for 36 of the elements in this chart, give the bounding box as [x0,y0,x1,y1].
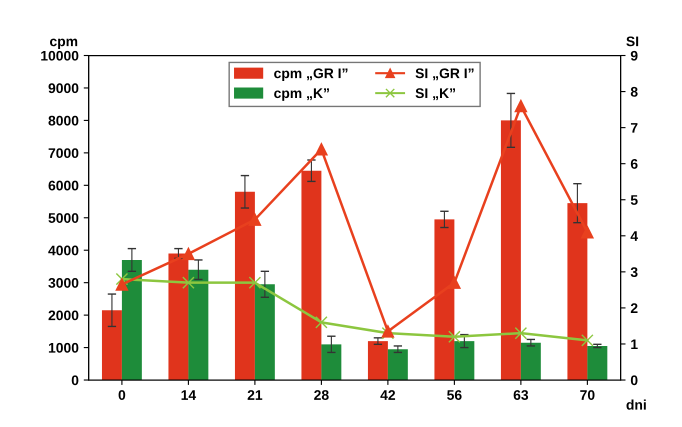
y2-tick-label: 4 [630,231,638,241]
y2-tick-label: 8 [630,86,638,97]
x-tick-label: 63 [514,390,528,400]
y-tick-label: 1000 [48,342,78,353]
x-tick-label: 14 [182,390,196,400]
y-tick-label: 3000 [48,278,78,288]
x-axis-title: dni [626,400,646,410]
x-tick-label: 42 [380,390,396,400]
x-tick-label: 70 [580,390,595,400]
y-tick-label: 4000 [48,246,78,256]
x-tick-label: 28 [314,390,329,400]
y2-tick-label: 0 [630,375,638,386]
y2-tick-label: 3 [630,267,638,278]
y-tick-label: 0 [72,375,78,386]
y-tick-label: 2000 [48,310,78,320]
y2-axis-title: SI [626,36,638,46]
y-tick-label: 9000 [48,83,78,94]
y-tick-label: 5000 [48,213,78,223]
legend-label: SI „GR I” [416,68,474,80]
y2-tick-label: 6 [630,159,638,169]
y-tick-label: 10000 [41,50,78,61]
y2-tick-label: 1 [631,339,638,350]
y-tick-label: 8000 [48,116,78,126]
x-tick-label: 56 [447,390,462,400]
legend-label: cpm „GR I” [274,68,348,81]
x-tick-label: 21 [248,390,262,400]
y-tick-label: 7000 [48,148,78,158]
y2-tick-label: 7 [630,123,638,133]
y2-tick-label: 9 [630,50,638,61]
y-axis-title: cpm [50,38,78,50]
y2-tick-label: 2 [630,303,638,313]
y2-tick-label: 5 [630,195,638,205]
x-tick-label: 0 [118,390,126,400]
y-tick-label: 6000 [48,180,78,190]
legend-label: SI „K” [416,88,456,100]
legend-label: cpm „K” [274,88,329,101]
